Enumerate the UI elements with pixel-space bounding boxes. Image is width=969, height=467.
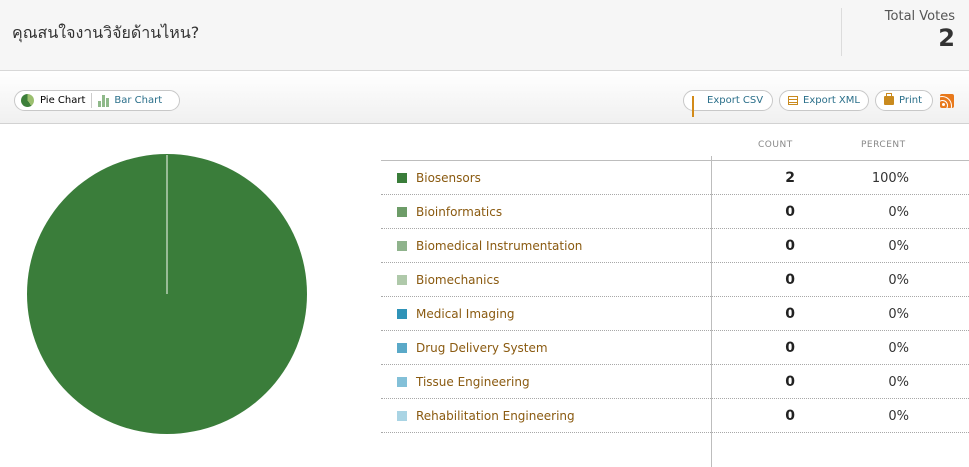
result-row-bioinformatics: Bioinformatics 0 0%: [381, 195, 969, 229]
table-top-border: [381, 160, 969, 161]
result-row-biomedical-instrumentation: Biomedical Instrumentation 0 0%: [381, 229, 969, 263]
print-button[interactable]: Print: [875, 90, 933, 111]
bar-chart-label: Bar Chart: [114, 95, 163, 106]
vote-count: 0: [785, 238, 795, 254]
option-label[interactable]: Biomedical Instrumentation: [416, 239, 583, 253]
option-label[interactable]: Biomechanics: [416, 273, 500, 287]
toggle-divider: [91, 93, 93, 108]
column-divider: [711, 156, 712, 467]
result-row-biosensors: Biosensors 2 100%: [381, 161, 969, 195]
export-csv-button[interactable]: Export CSV: [683, 90, 773, 117]
export-csv-label: Export CSV: [707, 95, 764, 106]
vote-count: 0: [785, 204, 795, 220]
legend-swatch: [397, 343, 407, 353]
export-xml-button[interactable]: Export XML: [779, 90, 869, 111]
result-row-rehabilitation-engineering: Rehabilitation Engineering 0 0%: [381, 399, 969, 433]
result-row-tissue-engineering: Tissue Engineering 0 0%: [381, 365, 969, 399]
bar-chart-button[interactable]: Bar Chart: [92, 91, 168, 110]
count-column-header: COUNT: [758, 140, 793, 150]
rss-icon[interactable]: [940, 94, 954, 108]
vote-percent: 100%: [871, 171, 909, 186]
option-label[interactable]: Biosensors: [416, 171, 481, 185]
option-label[interactable]: Medical Imaging: [416, 307, 515, 321]
vote-count: 0: [785, 306, 795, 322]
total-votes-panel: Total Votes 2: [841, 8, 969, 56]
csv-chart-icon: [692, 95, 702, 117]
vote-percent: 0%: [888, 273, 909, 288]
pie-chart-label: Pie Chart: [40, 95, 86, 106]
vote-percent: 0%: [888, 375, 909, 390]
chart-type-toggle: Pie Chart Bar Chart: [14, 90, 180, 111]
vote-count: 0: [785, 340, 795, 356]
total-votes-count: 2: [938, 24, 955, 52]
option-label[interactable]: Bioinformatics: [416, 205, 503, 219]
vote-count: 0: [785, 374, 795, 390]
vote-percent: 0%: [888, 205, 909, 220]
vote-percent: 0%: [888, 239, 909, 254]
export-xml-label: Export XML: [803, 95, 860, 106]
legend-swatch: [397, 411, 407, 421]
vote-percent: 0%: [888, 341, 909, 356]
option-label[interactable]: Drug Delivery System: [416, 341, 548, 355]
vote-count: 0: [785, 272, 795, 288]
legend-swatch: [397, 173, 407, 183]
legend-swatch: [397, 207, 407, 217]
vote-count: 2: [785, 170, 795, 186]
poll-question: คุณสนใจงานวิจัยด้านไหน?: [12, 23, 200, 42]
legend-swatch: [397, 309, 407, 319]
vote-count: 0: [785, 408, 795, 424]
total-votes-label: Total Votes: [884, 9, 955, 24]
result-row-drug-delivery-system: Drug Delivery System 0 0%: [381, 331, 969, 365]
pie-chart-icon: [21, 94, 34, 107]
option-label[interactable]: Rehabilitation Engineering: [416, 409, 575, 423]
pie-chart: [27, 154, 307, 434]
bar-chart-icon: [98, 94, 110, 107]
percent-column-header: PERCENT: [861, 140, 906, 150]
xml-table-icon: [788, 96, 798, 105]
legend-swatch: [397, 241, 407, 251]
poll-header: คุณสนใจงานวิจัยด้านไหน? Total Votes 2: [0, 0, 969, 71]
pie-chart-button[interactable]: Pie Chart: [15, 91, 91, 110]
results-toolbar: Pie Chart Bar Chart Export CSV Export XM…: [0, 72, 969, 124]
vote-percent: 0%: [888, 409, 909, 424]
vote-percent: 0%: [888, 307, 909, 322]
print-label: Print: [899, 95, 923, 106]
legend-swatch: [397, 377, 407, 387]
result-row-medical-imaging: Medical Imaging 0 0%: [381, 297, 969, 331]
printer-icon: [884, 93, 894, 105]
legend-swatch: [397, 275, 407, 285]
option-label[interactable]: Tissue Engineering: [416, 375, 530, 389]
result-row-biomechanics: Biomechanics 0 0%: [381, 263, 969, 297]
